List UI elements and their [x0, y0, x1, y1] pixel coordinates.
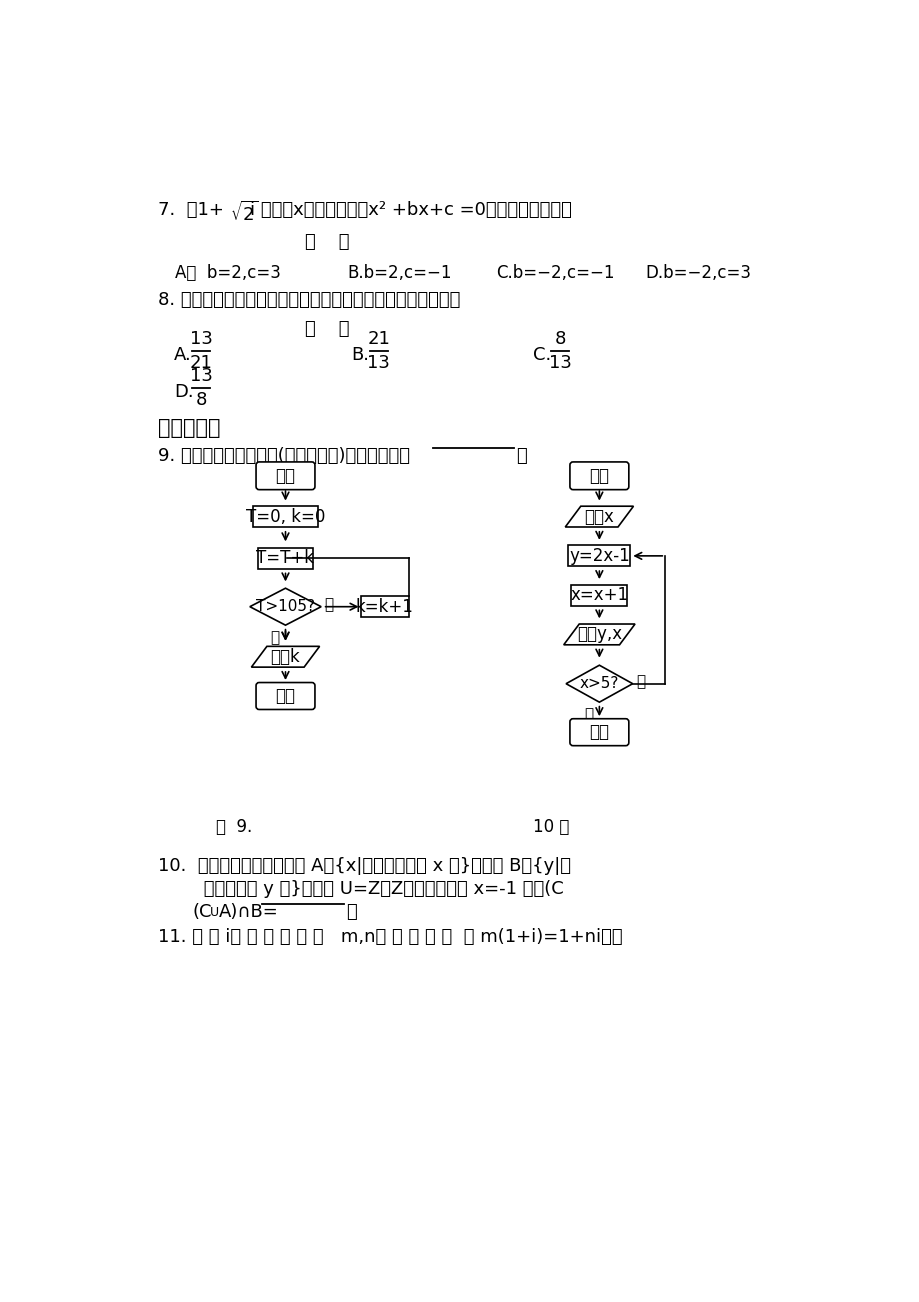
Text: 二、填空题: 二、填空题 [157, 418, 220, 437]
Polygon shape [565, 665, 632, 702]
Text: i 是关于x的实系数方程x² +bx+c =0的一个复数根，则: i 是关于x的实系数方程x² +bx+c =0的一个复数根，则 [250, 201, 571, 219]
FancyBboxPatch shape [569, 719, 629, 746]
Bar [571, 585, 627, 605]
Text: 21: 21 [367, 331, 390, 349]
Polygon shape [251, 646, 319, 667]
Text: 10.  如框图所示，已知集合 A＝{x|框图中输出的 x 值}，集合 B＝{y|框: 10. 如框图所示，已知集合 A＝{x|框图中输出的 x 值}，集合 B＝{y|… [157, 857, 570, 875]
Text: k=k+1: k=k+1 [356, 598, 414, 616]
Text: 13: 13 [548, 354, 571, 372]
Text: 开始: 开始 [275, 467, 295, 484]
FancyBboxPatch shape [255, 462, 314, 490]
Polygon shape [250, 589, 321, 625]
Text: 13: 13 [189, 367, 212, 385]
Text: 10 题: 10 题 [533, 819, 569, 836]
Text: （    ）: （ ） [304, 320, 349, 339]
Text: 输入x: 输入x [584, 508, 614, 526]
Text: 是: 是 [584, 707, 593, 721]
Text: A)∩B=: A)∩B= [219, 904, 278, 921]
Text: 结束: 结束 [275, 687, 295, 704]
Text: 13: 13 [189, 331, 212, 349]
Bar [360, 596, 408, 617]
FancyBboxPatch shape [255, 682, 314, 710]
Text: 11. 已 知 i是 虚 数 单 位 ，   m,n都 是 实 数 ，  且 m(1+i)=1+ni，则: 11. 已 知 i是 虚 数 单 位 ， m,n都 是 实 数 ， 且 m(1+… [157, 928, 621, 945]
Text: 21: 21 [189, 354, 212, 372]
Text: （    ）: （ ） [304, 233, 349, 251]
Text: C.b=−2,c=−1: C.b=−2,c=−1 [495, 264, 614, 283]
Text: x>5?: x>5? [579, 676, 618, 691]
Text: 否: 否 [636, 674, 645, 690]
Text: A．  b=2,c=3: A． b=2,c=3 [176, 264, 281, 283]
Text: 是: 是 [270, 630, 279, 644]
Text: 8. 阅读如图所示的程序框图，运行相应的程序，输出的结果为: 8. 阅读如图所示的程序框图，运行相应的程序，输出的结果为 [157, 290, 459, 309]
Text: y=2x-1: y=2x-1 [568, 547, 630, 565]
Text: 开始: 开始 [589, 467, 608, 484]
Bar [568, 546, 630, 566]
Polygon shape [563, 624, 634, 644]
Text: 7.  若1+: 7. 若1+ [157, 201, 223, 219]
Text: D.: D. [174, 383, 193, 401]
Polygon shape [564, 506, 633, 527]
Text: 输出y,x: 输出y,x [576, 625, 621, 643]
Text: $\sqrt{2}$: $\sqrt{2}$ [231, 201, 258, 225]
Bar [253, 506, 318, 527]
Text: x=x+1: x=x+1 [570, 586, 628, 604]
Bar [257, 548, 313, 569]
Text: T=0, k=0: T=0, k=0 [245, 508, 324, 526]
Text: ；: ； [346, 904, 357, 921]
Text: 13: 13 [367, 354, 390, 372]
Text: T=T+k: T=T+k [256, 549, 314, 568]
Text: A.: A. [174, 346, 191, 365]
Text: ；: ； [516, 448, 526, 465]
FancyBboxPatch shape [569, 462, 629, 490]
Text: T>105?: T>105? [255, 599, 314, 615]
Text: B.: B. [351, 346, 369, 365]
Text: (C: (C [192, 904, 211, 921]
Text: 结束: 结束 [589, 723, 608, 741]
Text: 答  9.: 答 9. [216, 819, 252, 836]
Text: 图中输出的 y 值}，全集 U=Z，Z为整数集．当 x=-1 时，(C: 图中输出的 y 值}，全集 U=Z，Z为整数集．当 x=-1 时，(C [176, 880, 563, 898]
Text: 8: 8 [196, 391, 207, 409]
Text: 9. 如图所示，程序框图(算法流程图)的输出结果是: 9. 如图所示，程序框图(算法流程图)的输出结果是 [157, 448, 409, 465]
Text: C.: C. [533, 346, 551, 365]
Text: 输出k: 输出k [270, 647, 300, 665]
Text: 8: 8 [554, 331, 565, 349]
Text: U: U [210, 906, 219, 919]
Text: 否: 否 [323, 598, 333, 613]
Text: D.b=−2,c=3: D.b=−2,c=3 [645, 264, 751, 283]
Text: B.b=2,c=−1: B.b=2,c=−1 [347, 264, 451, 283]
